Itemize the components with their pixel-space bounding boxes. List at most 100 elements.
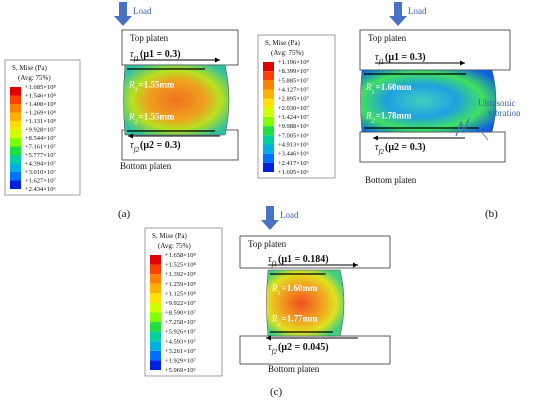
legend-title: S, Mise (Pa) (152, 232, 187, 240)
legend-entry: +4.593×10⁷ (165, 338, 196, 345)
radius-2-sub: 2 (372, 117, 376, 124)
radius-1-expr: =1.60mm (282, 283, 318, 293)
legend-swatch (10, 138, 21, 147)
radius-2-expr: =1.55mm (139, 112, 175, 122)
radius-1: R1=1.60mm (271, 283, 318, 297)
radius-1-expr: =1.55mm (139, 79, 175, 89)
legend-swatch (10, 121, 21, 130)
friction-top: τf1(μ1 = 0.3) (130, 49, 181, 63)
radius-2-expr: =1.77mm (282, 313, 318, 323)
legend-entry: +2.030×10⁷ (278, 105, 309, 112)
friction-bottom-symbol: τ (268, 342, 272, 353)
legend-swatch (150, 283, 161, 294)
legend-swatch (263, 126, 274, 136)
legend-swatch (263, 144, 274, 154)
load-label: Load (133, 6, 152, 16)
panel-label: (b) (485, 208, 498, 220)
friction-top-sub: f1 (134, 55, 139, 63)
friction-bottom-expr: (μ2 = 0.3) (385, 142, 426, 153)
legend-entry: +1.929×10⁷ (165, 357, 196, 364)
radius-2-sub: 2 (278, 320, 282, 327)
friction-bottom: τf2(μ2 = 0.3) (375, 142, 426, 156)
vibration-zigzag (455, 117, 470, 137)
legend-swatch (10, 95, 21, 104)
legend-entry: +7.161×10⁷ (25, 144, 56, 151)
legend-swatch (263, 89, 274, 99)
vibration-line: Ultrasonic (478, 98, 516, 108)
radius-2-expr: =1.78mm (376, 110, 412, 120)
legend-entry: +1.627×10⁷ (25, 178, 56, 185)
bottom-platen (239, 335, 391, 365)
radius-1-expr: =1.60mm (376, 82, 412, 92)
legend-subtitle: (Avg: 75%) (18, 74, 51, 82)
legend-entry: +1.685×10⁸ (25, 84, 56, 91)
legend-entry: +1.525×10⁸ (165, 262, 196, 269)
friction-top-symbol: τ (375, 52, 379, 63)
legend-entry: +1.658×10⁸ (165, 252, 196, 259)
friction-top-symbol: τ (268, 254, 272, 265)
friction-top-symbol: τ (130, 49, 134, 60)
friction-arrowhead (460, 60, 465, 66)
specimen (266, 269, 345, 337)
friction-arrowhead (266, 335, 271, 341)
legend-swatch (263, 98, 274, 108)
legend-entry: +2.434×10⁶ (25, 186, 56, 193)
legend-entry: +8.544×10⁷ (25, 135, 56, 142)
legend-title: S, Mise (Pa) (12, 64, 47, 72)
legend-entry: +7.005×10⁶ (278, 132, 309, 139)
vibration-line: vibration (488, 108, 521, 118)
friction-top: τf1(μ1 = 0.184) (268, 254, 329, 268)
load-label: Load (408, 6, 427, 16)
radius-1: R1=1.60mm (365, 82, 412, 96)
friction-bottom-expr: (μ2 = 0.045) (278, 342, 329, 353)
legend-title: S, Mise (Pa) (265, 39, 300, 47)
top-platen-label: Top platen (248, 239, 287, 249)
radius-1-symbol: R (271, 283, 278, 293)
top-platen-label: Top platen (130, 33, 169, 43)
panel-label: (c) (270, 386, 283, 398)
legend-swatch (150, 322, 161, 332)
legend-entry: +3.261×10⁷ (165, 348, 196, 355)
friction-top-expr: (μ1 = 0.3) (140, 49, 181, 60)
friction-bottom-symbol: τ (375, 142, 379, 153)
radius-1-sub: 1 (135, 86, 138, 93)
legend-entry: +7.258×10⁷ (165, 319, 196, 326)
radius-2-symbol: R (271, 313, 278, 323)
legend-swatch (150, 274, 161, 284)
legend-swatch (150, 312, 161, 323)
friction-top: τf1(μ1 = 0.3) (375, 52, 426, 66)
legend-swatch (263, 162, 274, 172)
legend-swatch (263, 117, 274, 127)
radius-2: R2=1.55mm (128, 112, 175, 126)
legend-entry: +1.695×10⁶ (278, 169, 309, 176)
friction-bottom-symbol: τ (130, 140, 134, 151)
legend-entry: +1.259×10⁸ (165, 281, 196, 288)
top-platen-label: Top platen (368, 33, 407, 43)
radius-2: R2=1.77mm (271, 313, 318, 327)
legend-entry: +9.922×10⁷ (165, 300, 196, 307)
top-platen (239, 235, 391, 269)
vibration-label: Ultrasonic vibration (478, 98, 521, 118)
top-platen (121, 29, 239, 66)
legend-swatch (150, 331, 161, 342)
legend-swatch (10, 163, 21, 172)
load-label: Load (280, 210, 299, 220)
legend-swatch (150, 341, 161, 351)
legend-swatch (10, 129, 21, 138)
friction-bottom-sub: f2 (272, 348, 278, 356)
specimen (360, 69, 497, 133)
legend-entry: +3.446×10⁶ (278, 151, 309, 158)
friction-arrowhead (353, 262, 358, 268)
friction-bottom-sub: f2 (379, 148, 385, 156)
legend-subtitle: (Avg: 75%) (158, 242, 191, 250)
legend-entry: +1.546×10⁸ (25, 93, 56, 100)
radius-2: R2=1.78mm (365, 110, 412, 124)
legend-entry: +5.926×10⁷ (165, 329, 196, 336)
radius-1-symbol: R (128, 79, 135, 89)
specimen (123, 64, 230, 136)
radius-2-sub: 2 (135, 118, 139, 125)
legend-swatch (10, 87, 21, 96)
legend-swatch (10, 172, 21, 181)
legend-entry: +1.424×10⁷ (278, 114, 309, 121)
